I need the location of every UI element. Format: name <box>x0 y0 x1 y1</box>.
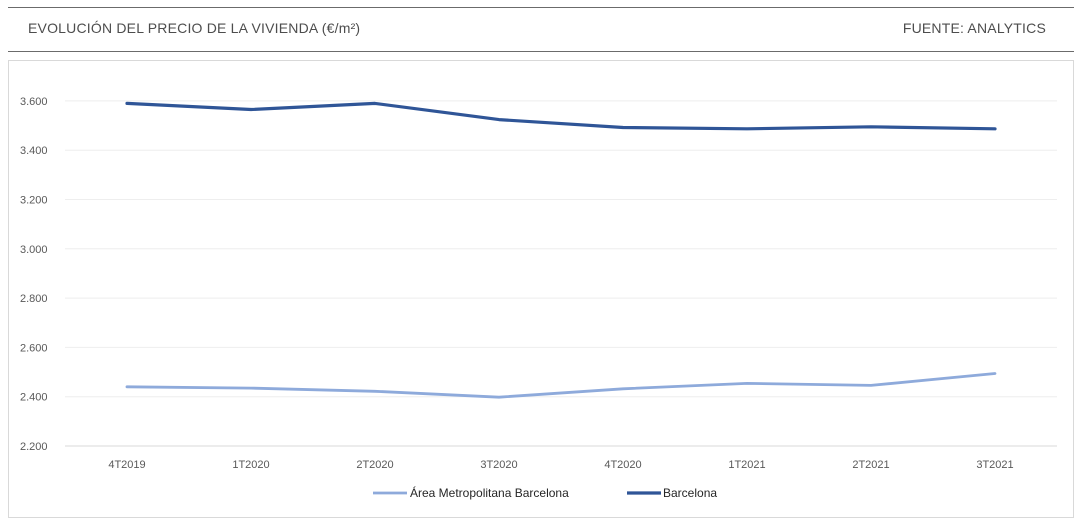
series-line-barcelona <box>125 101 997 131</box>
y-tick-label: 2.200 <box>20 441 48 453</box>
x-tick-label: 1T2021 <box>728 459 765 471</box>
legend: Área Metropolitana Barcelona Barcelona <box>373 485 717 500</box>
y-tick-label: 3.600 <box>20 96 48 108</box>
x-tick-label: 3T2020 <box>480 459 517 471</box>
chart-source: FUENTE: ANALYTICS <box>902 20 1046 36</box>
x-axis-ticks: 4T2019 1T2020 2T2020 3T2020 4T2020 1T2021 2T20… <box>108 459 1013 471</box>
gridlines <box>65 100 1057 447</box>
x-tick-label: 4T2019 <box>108 459 145 471</box>
y-tick-label: 2.800 <box>20 293 48 305</box>
chart-area <box>8 60 1074 518</box>
y-tick-label: 3.400 <box>20 145 48 157</box>
legend-label: Barcelona <box>663 486 717 500</box>
y-tick-label: 3.000 <box>20 244 48 256</box>
y-tick-label: 2.400 <box>20 392 48 404</box>
x-tick-label: 2T2020 <box>356 459 393 471</box>
x-tick-label: 1T2020 <box>232 459 269 471</box>
x-tick-label: 4T2020 <box>604 459 641 471</box>
y-axis-ticks: 2.200 2.400 2.600 2.800 3.000 3.200 3.400 3.600 <box>20 96 48 453</box>
x-tick-label: 2T2021 <box>852 459 889 471</box>
series-line-area-metropolitana <box>125 372 997 399</box>
series-lines <box>125 101 997 399</box>
y-tick-label: 2.600 <box>20 342 48 354</box>
legend-label: Área Metropolitana Barcelona <box>410 485 569 500</box>
chart-title: EVOLUCIÓN DEL PRECIO DE LA VIVIENDA (€/m… <box>28 20 361 36</box>
y-tick-label: 3.200 <box>20 195 48 207</box>
chart-header: EVOLUCIÓN DEL PRECIO DE LA VIVIENDA (€/m… <box>8 7 1074 52</box>
x-tick-label: 3T2021 <box>976 459 1013 471</box>
